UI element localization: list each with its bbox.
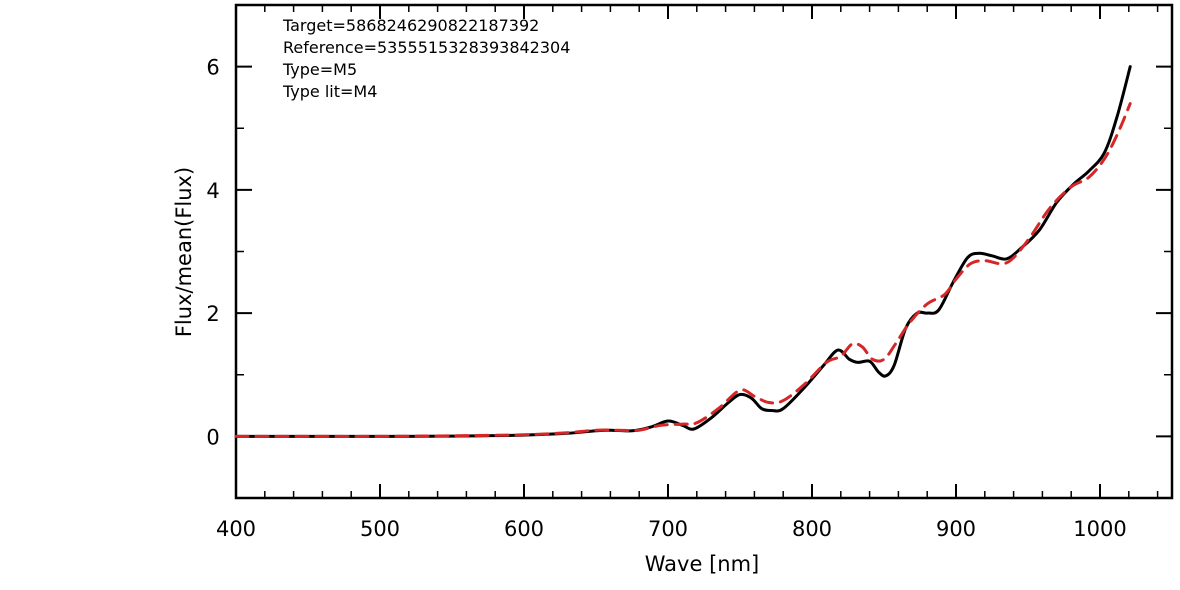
annotation-line: Type lit=M4 (282, 82, 377, 101)
x-tick-label: 500 (360, 517, 400, 541)
x-tick-label: 400 (216, 517, 256, 541)
x-tick-label: 800 (792, 517, 832, 541)
y-tick-label: 6 (206, 56, 219, 80)
annotation-line: Type=M5 (282, 60, 357, 79)
annotation-line: Reference=5355515328393842304 (283, 38, 570, 57)
x-axis-ticks: 400 500 600 700 800 900 1000 (216, 5, 1159, 541)
x-axis-title: Wave [nm] (645, 552, 759, 576)
annotation-line: Target=5868246290822187392 (282, 16, 539, 35)
series-layer (234, 65, 1132, 438)
y-tick-label: 4 (206, 179, 219, 203)
x-tick-label: 700 (648, 517, 688, 541)
x-tick-label: 900 (936, 517, 976, 541)
x-tick-label: 600 (504, 517, 544, 541)
x-tick-label: 1000 (1073, 517, 1126, 541)
y-tick-label: 2 (206, 302, 219, 326)
target-spectrum-line (234, 65, 1132, 438)
reference-spectrum-line (234, 102, 1132, 438)
annotations: Target=5868246290822187392 Reference=5355… (282, 16, 570, 101)
y-axis-ticks: 0 2 4 6 (206, 56, 1172, 449)
y-tick-label: 0 (206, 425, 219, 449)
y-axis-title: Flux/mean(Flux) (172, 167, 196, 337)
